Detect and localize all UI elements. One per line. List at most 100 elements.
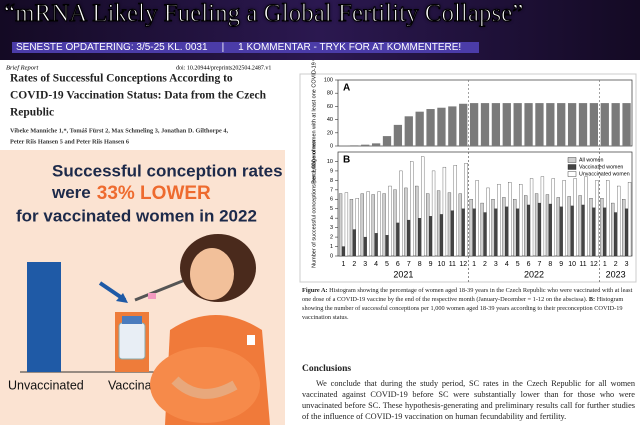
- caption-text: Histogram showing the number of successf…: [302, 296, 624, 321]
- comment-link[interactable]: 1 KOMMENTAR - TRYK FOR AT KOMMENTERE!: [238, 42, 462, 53]
- title-line: Rates of Successful Conceptions Accordin…: [10, 73, 233, 85]
- x-tick-label: 1: [341, 261, 345, 268]
- bar: [589, 103, 599, 146]
- bar: [464, 163, 468, 257]
- y-tick-label: 60: [327, 104, 333, 110]
- line: were: [51, 183, 91, 202]
- x-tick-label: 4: [505, 261, 509, 268]
- bar: [355, 198, 359, 257]
- face: [190, 248, 234, 300]
- bar: [494, 208, 498, 257]
- bar: [557, 103, 566, 146]
- bar: [524, 195, 528, 257]
- vial: [118, 322, 146, 360]
- line: for vaccinated women in 2022: [16, 206, 257, 225]
- bar: [480, 202, 484, 257]
- x-tick-label: 6: [527, 261, 531, 268]
- y-tick-label: 3: [330, 225, 333, 231]
- headline: “mRNA Likely Fueling a Global Fertility …: [4, 0, 524, 28]
- x-tick-label: 7: [537, 261, 541, 268]
- y-tick-label: 7: [330, 187, 333, 193]
- bar: [516, 208, 520, 257]
- x-tick-label: 11: [579, 261, 586, 268]
- y-tick-label: 20: [327, 130, 333, 136]
- year-label: 2022: [524, 269, 544, 279]
- bar: [519, 183, 523, 257]
- article-image: Brief Report doi: 10.20944/preprints2025…: [0, 60, 640, 425]
- bar: [421, 156, 425, 257]
- bar: [546, 103, 555, 146]
- bar: [371, 194, 375, 257]
- bar: [382, 193, 386, 257]
- highlight: 33% LOWER: [97, 183, 211, 204]
- bar: [393, 189, 397, 257]
- y-tick-label: 9: [330, 168, 333, 174]
- bar-label: Unvaccinated: [8, 378, 84, 392]
- bar: [627, 182, 632, 257]
- belly: [150, 347, 260, 423]
- bar: [448, 106, 457, 146]
- bar: [437, 107, 446, 146]
- bar: [545, 194, 550, 257]
- bar: [595, 180, 599, 257]
- bar: [377, 191, 381, 257]
- bar: [393, 124, 403, 146]
- legend-label: Unvaccinated women: [579, 171, 630, 177]
- bar: [382, 136, 392, 146]
- legend-label: Vaccinated women: [579, 164, 623, 170]
- bar: [410, 161, 414, 257]
- label: Brief Report: [6, 64, 39, 71]
- bar: [341, 246, 346, 257]
- bar: [459, 103, 468, 146]
- legend-label: All women: [579, 157, 603, 163]
- legend-swatch: [567, 164, 577, 170]
- bar: [361, 144, 370, 146]
- bar: [573, 178, 577, 257]
- bar: [472, 208, 476, 257]
- bar-unvaccinated: [27, 262, 61, 372]
- arrow-head: [116, 293, 128, 303]
- y-tick-label: 2: [330, 235, 333, 241]
- bar: [535, 103, 544, 146]
- syringe: [134, 278, 186, 302]
- title-line: COVID-19 Vaccination Status: Data from t…: [10, 90, 267, 102]
- y-tick-label: 40: [327, 117, 333, 123]
- update-time: SENESTE OPDATERING: 3/5-25 KL. 0031: [16, 42, 208, 53]
- x-tick-label: 9: [429, 261, 433, 268]
- bar: [556, 197, 560, 257]
- bar: [622, 199, 626, 257]
- bar: [366, 191, 370, 257]
- bar: [469, 103, 479, 146]
- bar: [396, 222, 400, 257]
- bar: [529, 178, 534, 257]
- x-tick-label: 11: [449, 261, 456, 268]
- bar: [584, 176, 588, 257]
- year-label: 2023: [606, 269, 626, 279]
- bar: [439, 214, 444, 257]
- bar: [611, 202, 615, 257]
- bar: [491, 199, 495, 257]
- bar: [617, 185, 621, 257]
- bar: [428, 216, 433, 257]
- bar: [603, 207, 607, 257]
- legend-swatch: [567, 157, 577, 163]
- bar: [540, 176, 545, 257]
- bar: [578, 195, 582, 257]
- x-tick-label: 1: [603, 261, 607, 268]
- separator: |: [221, 42, 225, 53]
- y-axis-label: Number of successful conceptions per 1,0…: [311, 140, 317, 268]
- bar: [567, 103, 577, 146]
- caption: Figure A: Histogram showing the percenta…: [302, 286, 635, 322]
- bar: [548, 203, 553, 257]
- y-axis-label: Percentage of women with at least one CO…: [311, 60, 317, 184]
- section-heading: Conclusions: [302, 364, 352, 374]
- bar: [453, 165, 457, 257]
- meta-bar[interactable]: SENESTE OPDATERING: 3/5-25 KL. 0031 | 1 KO…: [12, 42, 480, 53]
- bar: [475, 180, 479, 257]
- bar: [505, 206, 509, 257]
- doi: doi: 10.20944/preprints202504.2487.v1: [176, 65, 271, 71]
- bar: [562, 180, 566, 257]
- x-tick-label: 12: [590, 261, 598, 268]
- y-tick-label: 10: [327, 159, 333, 165]
